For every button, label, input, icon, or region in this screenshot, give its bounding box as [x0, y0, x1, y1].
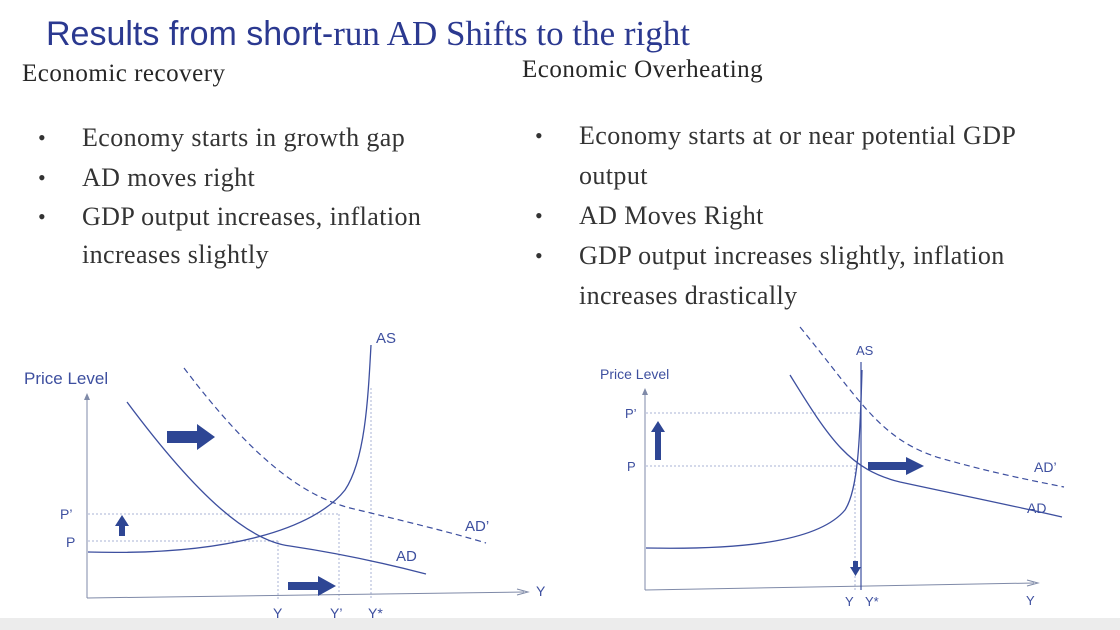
right-bullet-item: GDP output increases slightly, inflation…	[523, 236, 1083, 316]
right-output-potential-label: Y*	[865, 594, 879, 609]
right-x-axis-label: Y	[1026, 593, 1035, 608]
slide-title-part1: Results from short-	[46, 15, 334, 53]
bottom-strip	[0, 618, 1120, 630]
left-output-shift-arrow-icon	[288, 576, 336, 596]
right-bullet-item: AD Moves Right	[523, 196, 1083, 236]
left-bullet-list: Economy starts in growth gap AD moves ri…	[26, 118, 496, 274]
right-y-axis-label: Price Level	[600, 366, 669, 382]
left-column-heading: Economic recovery	[22, 60, 226, 87]
left-as-label: AS	[376, 330, 396, 347]
left-price-new-label: P’	[60, 506, 72, 522]
slide-title-part2: run AD Shifts to the right	[333, 14, 690, 53]
right-ad-shift-label: AD’	[1034, 459, 1057, 475]
left-y-axis-arrowhead	[84, 393, 90, 400]
left-output-new-label: Y’	[330, 605, 342, 621]
right-x-axis-arrowhead	[1026, 579, 1040, 587]
right-as-curve	[645, 369, 863, 549]
right-price-initial-label: P	[627, 459, 636, 474]
left-price-up-arrow-icon	[115, 515, 129, 536]
left-price-initial-label: P	[66, 534, 75, 550]
left-as-curve	[87, 344, 372, 554]
right-column-heading: Economic Overheating	[522, 56, 764, 83]
left-x-axis-label: Y	[536, 583, 546, 599]
right-ad-shift-arrow-icon	[868, 457, 924, 475]
left-ad-label: AD	[396, 548, 417, 565]
left-bullet-item: Economy starts in growth gap	[26, 118, 496, 158]
right-ad-curve	[789, 374, 1063, 518]
left-y-axis-label: Price Level	[24, 369, 108, 388]
right-price-up-arrow-icon	[651, 421, 665, 460]
left-output-initial-label: Y	[273, 605, 283, 621]
left-ad-shift-curve	[183, 367, 487, 544]
right-ad-shift-curve	[799, 326, 1065, 488]
right-price-new-label: P’	[625, 406, 637, 421]
slide-title: Results from short-run AD Shifts to the …	[46, 14, 690, 54]
right-ad-label: AD	[1027, 500, 1046, 516]
left-ad-shift-label: AD’	[465, 518, 489, 535]
left-x-axis	[86, 591, 525, 599]
left-bullet-item: GDP output increases, inflation increase…	[26, 198, 496, 274]
right-y-axis-arrowhead	[642, 388, 648, 395]
right-bullet-item: Economy starts at or near potential GDP …	[523, 116, 1083, 196]
left-ad-curve	[126, 401, 427, 575]
left-output-potential-label: Y*	[368, 605, 383, 621]
right-x-axis	[644, 582, 1035, 591]
right-output-initial-label: Y	[845, 594, 854, 609]
right-as-label: AS	[856, 343, 874, 358]
left-x-axis-arrowhead	[516, 588, 530, 596]
left-bullet-item: AD moves right	[26, 158, 496, 198]
left-ad-shift-arrow-icon	[167, 424, 215, 450]
right-output-shift-arrow-icon	[850, 561, 861, 576]
right-bullet-list: Economy starts at or near potential GDP …	[523, 116, 1083, 316]
